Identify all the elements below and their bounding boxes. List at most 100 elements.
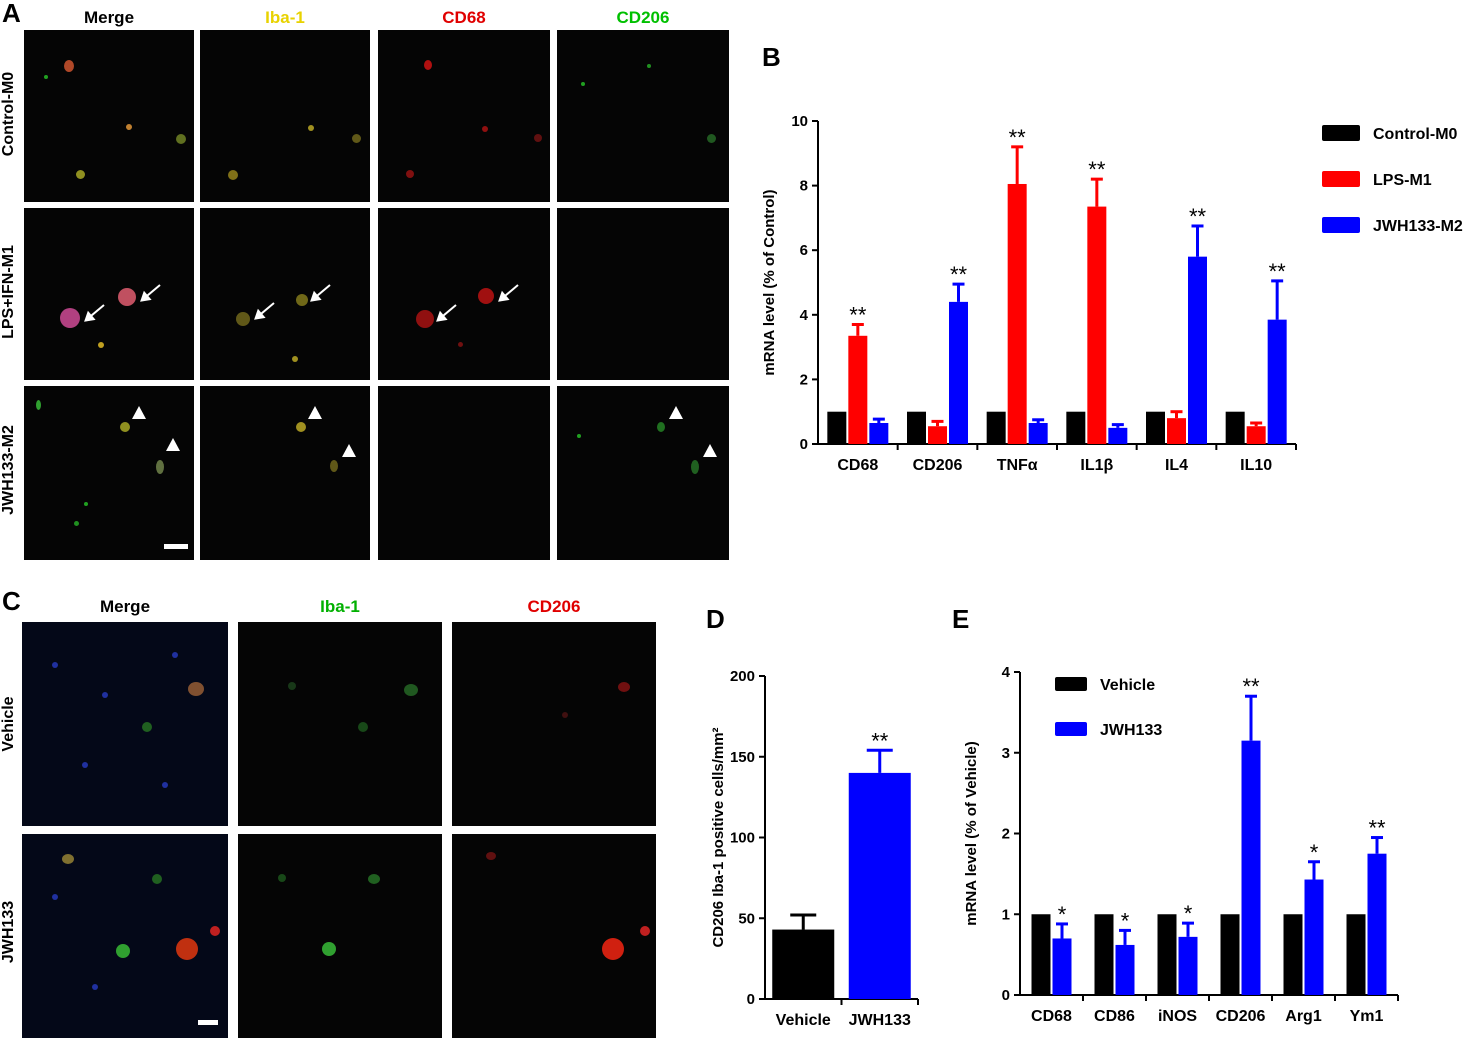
- y-tick-label-d: 150: [730, 749, 755, 766]
- y-tick-label-b: 0: [800, 436, 808, 453]
- x-tick-label-e: Ym1: [1350, 1008, 1384, 1025]
- significance-mark-b: **: [1189, 204, 1207, 229]
- y-tick-label-d: 50: [738, 910, 755, 927]
- legend-swatch-e: [1055, 677, 1087, 691]
- x-tick-label-b: CD206: [913, 457, 963, 474]
- significance-mark-b: **: [1088, 157, 1106, 182]
- legend-label-b: JWH133-M2: [1373, 218, 1463, 235]
- legend-swatch-b: [1322, 171, 1360, 187]
- micrograph-a-lps-cd206: [557, 208, 729, 380]
- y-tick-label-b: 6: [800, 242, 808, 259]
- significance-mark-e: *: [1184, 901, 1193, 926]
- bar-e-jwh133: [1178, 936, 1198, 995]
- y-axis-label-b: mRNA level (% of Control): [761, 189, 778, 375]
- bar-b-control-m0: [1146, 411, 1165, 444]
- significance-mark-e: **: [1368, 816, 1386, 841]
- y-axis-label-e: mRNA level (% of Vehicle): [963, 741, 980, 926]
- chart-d: 0 50 100 150 200 CD206 Iba-1 positive cells/m…: [710, 668, 919, 1029]
- bar-b-jwh133-m2: [869, 423, 889, 444]
- significance-mark-b: **: [950, 262, 968, 287]
- y-tick-label-b: 4: [800, 307, 809, 324]
- y-tick-label-d: 0: [747, 991, 755, 1008]
- significance-mark-b: **: [849, 302, 867, 327]
- legend-swatch-b: [1322, 217, 1360, 233]
- x-tick-label-b: IL10: [1240, 457, 1272, 474]
- bar-b-lps-m1: [1087, 206, 1107, 444]
- x-tick-label-e: Arg1: [1285, 1008, 1322, 1025]
- panel-letter-d: D: [706, 604, 725, 634]
- y-tick-label-b: 10: [791, 113, 808, 130]
- x-tick-label-d: JWH133: [849, 1012, 911, 1029]
- micrograph-a-control-cd206: [557, 30, 729, 202]
- x-tick-label-e: CD68: [1031, 1008, 1072, 1025]
- col-header-merge: Merge: [83, 8, 135, 27]
- micrograph-c-vehicle-iba1: [238, 622, 442, 826]
- bar-b-lps-m1: [1007, 183, 1027, 445]
- bar-b-jwh133-m2: [949, 301, 968, 444]
- micrograph-a-jwh-iba1: [200, 386, 370, 560]
- bar-b-jwh133-m2: [1188, 256, 1207, 444]
- bar-b-control-m0: [907, 411, 926, 444]
- bar-e-vehicle: [1031, 914, 1051, 995]
- x-tick-label-b: IL4: [1165, 457, 1188, 474]
- panel-letter-e: E: [952, 604, 970, 634]
- significance-mark-e: **: [1242, 674, 1260, 699]
- legend-swatch-e: [1055, 722, 1087, 736]
- col-header-c-merge: Merge: [99, 597, 151, 616]
- col-header-cd68: CD68: [442, 8, 486, 27]
- y-tick-label-e: 4: [1002, 664, 1011, 681]
- micrograph-c-jwh-cd206: [452, 834, 656, 1038]
- y-tick-label-d: 100: [730, 830, 755, 847]
- significance-mark-b: **: [1269, 259, 1287, 284]
- bar-b-lps-m1: [848, 335, 868, 444]
- micrograph-a-lps-iba1: [200, 208, 370, 380]
- bar-b-jwh133-m2: [1028, 423, 1048, 444]
- legend-label-e: Vehicle: [1100, 677, 1155, 694]
- bar-b-jwh133-m2: [1108, 427, 1128, 444]
- bar-b-control-m0: [1225, 411, 1245, 444]
- col-header-c-cd206: CD206: [527, 597, 581, 616]
- legend-swatch-b: [1322, 125, 1360, 141]
- bar-e-jwh133: [1367, 853, 1387, 995]
- micrograph-c-jwh-iba1: [238, 834, 442, 1038]
- y-axis-label-d: CD206 Iba-1 positive cells/mm²: [710, 727, 727, 947]
- x-tick-label-e: CD206: [1216, 1008, 1266, 1025]
- x-tick-label-e: iNOS: [1158, 1008, 1197, 1025]
- chart-e: 0 1 2 3 4 mRNA level (% of Vehicle) CD68 CD86 iN…: [963, 664, 1399, 1025]
- x-tick-label-e: CD86: [1094, 1008, 1135, 1025]
- bar-e-jwh133: [1241, 740, 1261, 995]
- micrograph-a-lps-cd68: [378, 208, 550, 380]
- x-tick-label-b: IL1β: [1080, 457, 1113, 474]
- micrograph-a-control-iba1: [200, 30, 370, 202]
- micrograph-a-jwh-cd206: [557, 386, 729, 560]
- micrograph-a-lps-merge: [24, 208, 194, 380]
- micrograph-a-jwh-cd68: [378, 386, 550, 560]
- micrograph-a-control-cd68: [378, 30, 550, 202]
- col-header-c-iba1: Iba-1: [320, 597, 360, 616]
- bar-b-control-m0: [986, 411, 1006, 444]
- significance-mark-e: *: [1310, 840, 1319, 865]
- y-tick-label-e: 0: [1002, 987, 1010, 1004]
- bar-e-jwh133: [1115, 944, 1135, 995]
- bar-e-vehicle: [1220, 914, 1240, 995]
- chart-b: 0 2 4 6 8 10 mRNA level (% of Control) CD68 CD20…: [761, 113, 1463, 474]
- y-tick-label-b: 8: [800, 178, 808, 195]
- bar-b-lps-m1: [1246, 426, 1266, 444]
- bar-e-vehicle: [1094, 914, 1114, 995]
- bar-e-jwh133: [1304, 879, 1324, 995]
- y-tick-label-b: 2: [800, 371, 808, 388]
- panel-letter-b: B: [762, 42, 781, 72]
- x-tick-label-b: TNFα: [997, 457, 1038, 474]
- bar-b-control-m0: [1066, 411, 1086, 444]
- micrograph-c-jwh-merge: [22, 834, 228, 1038]
- panel-letter-a: A: [2, 0, 21, 28]
- bar-d-vehicle: [772, 929, 835, 999]
- bar-e-jwh133: [1052, 938, 1072, 995]
- significance-mark-e: *: [1058, 902, 1067, 927]
- x-tick-label-b: CD68: [837, 457, 878, 474]
- significance-mark-e: *: [1121, 908, 1130, 933]
- legend-label-e: JWH133: [1100, 722, 1162, 739]
- bar-e-vehicle: [1346, 914, 1366, 995]
- panel-letter-c: C: [2, 586, 21, 616]
